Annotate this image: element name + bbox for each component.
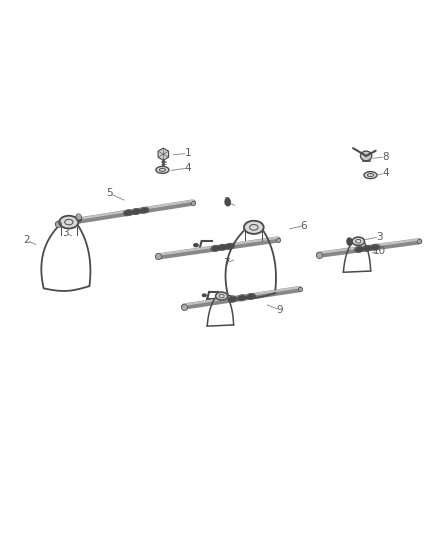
Ellipse shape	[225, 198, 230, 206]
Text: 4: 4	[382, 168, 389, 179]
Ellipse shape	[229, 297, 236, 301]
Text: 8: 8	[382, 152, 389, 162]
Polygon shape	[158, 148, 169, 160]
Ellipse shape	[77, 215, 81, 219]
Text: 6: 6	[300, 221, 307, 231]
Ellipse shape	[125, 211, 131, 215]
Ellipse shape	[226, 244, 233, 248]
Ellipse shape	[352, 237, 364, 245]
Ellipse shape	[247, 294, 254, 298]
Text: 5: 5	[106, 188, 113, 198]
Text: 3: 3	[376, 232, 382, 242]
Text: 4: 4	[184, 163, 191, 173]
Text: 3: 3	[223, 197, 230, 207]
Text: 9: 9	[277, 305, 283, 315]
Ellipse shape	[360, 151, 372, 161]
Ellipse shape	[133, 209, 140, 214]
Ellipse shape	[156, 166, 169, 173]
Text: 3: 3	[63, 229, 69, 238]
Ellipse shape	[219, 245, 226, 249]
Ellipse shape	[76, 214, 81, 221]
Ellipse shape	[364, 246, 371, 251]
Ellipse shape	[356, 247, 363, 252]
Ellipse shape	[194, 244, 198, 247]
Ellipse shape	[347, 238, 352, 245]
Ellipse shape	[202, 294, 206, 296]
Text: 2: 2	[23, 236, 30, 245]
Ellipse shape	[141, 208, 148, 212]
Ellipse shape	[212, 246, 219, 251]
Ellipse shape	[215, 292, 228, 300]
Text: 10: 10	[373, 246, 386, 256]
Ellipse shape	[364, 172, 377, 179]
Ellipse shape	[59, 216, 78, 229]
Text: 1: 1	[184, 148, 191, 158]
Text: 7: 7	[223, 258, 230, 268]
Ellipse shape	[244, 221, 264, 234]
Ellipse shape	[372, 245, 378, 249]
Ellipse shape	[238, 296, 245, 300]
